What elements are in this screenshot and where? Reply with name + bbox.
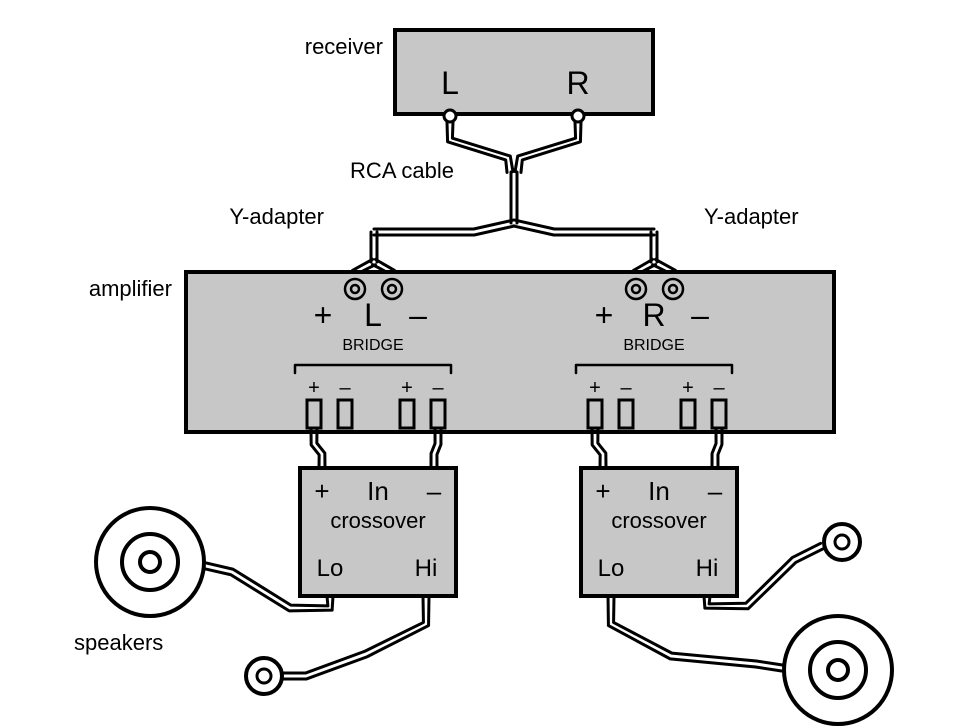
crossover-right-minus: – [708,476,723,506]
crossover-right-hi: Hi [696,555,719,582]
speaker-left-tweeter-outer [246,658,282,694]
receiver-label: receiver [305,34,383,59]
crossover-left-minus: – [427,476,442,506]
amp-terms-right-sign-3: – [713,377,725,399]
crossover-left-plus: + [314,476,329,506]
amp-terms-right-sign-1: – [620,377,632,399]
crossover-right-plus: + [595,476,610,506]
amplifier-label: amplifier [89,276,172,301]
bridge-left-label: BRIDGE [342,337,403,354]
crossover-left-in: In [367,476,389,506]
amp-terms-left-term-0 [307,400,321,428]
speaker-right-tweeter-outer [824,524,860,560]
crossover-right-label: crossover [611,508,706,533]
amp-left-letter: L [364,297,382,333]
amp-left-plus: + [314,297,333,333]
amp-left-minus: – [409,297,427,333]
xo-right-lo-wire [614,596,783,665]
receiver-L: L [441,65,459,101]
amp-terms-right-term-3 [712,400,726,428]
receiver-R: R [566,65,589,101]
rca-split-right [515,220,654,229]
receiver-port-R [572,110,584,122]
crossover-left-lo: Lo [317,555,344,582]
crossover-right-lo: Lo [598,555,625,582]
amp-terms-right-sign-0: + [589,377,601,399]
amp-terms-right-sign-2: + [682,377,694,399]
receiver-box [395,30,653,114]
receiver-port-L [444,110,456,122]
speakers-label: speakers [74,630,163,655]
amp-right-minus: – [691,297,709,333]
amp-terms-right-term-2 [681,400,695,428]
amp-terms-right-term-1 [619,400,633,428]
crossover-left-label: crossover [330,508,425,533]
xo-left-hi-wire [284,596,429,679]
bridge-right-label: BRIDGE [623,337,684,354]
amp-terms-left-term-1 [338,400,352,428]
amp-terms-left-term-3 [431,400,445,428]
rca-split-left [374,220,513,229]
y-adapter-right-label: Y-adapter [704,204,799,229]
amp-terms-left-sign-2: + [401,377,413,399]
amp-terms-left-sign-1: – [339,377,351,399]
amp-terms-left-term-2 [400,400,414,428]
speaker-left-woofer-outer [96,508,204,616]
crossover-right-in: In [648,476,670,506]
amplifier-box [186,272,834,432]
y-adapter-left-label: Y-adapter [229,204,324,229]
crossover-left-hi: Hi [415,555,438,582]
rca-label: RCA cable [350,158,454,183]
speaker-right-woofer-outer [784,616,892,724]
amp-terms-right-term-0 [588,400,602,428]
amp-terms-left-sign-3: – [432,377,444,399]
amp-terms-left-sign-0: + [308,377,320,399]
amp-right-plus: + [595,297,614,333]
amp-right-letter: R [642,297,665,333]
